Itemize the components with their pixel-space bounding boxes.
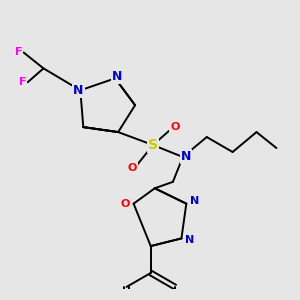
Text: N: N	[181, 151, 191, 164]
Text: O: O	[121, 199, 130, 209]
Text: O: O	[128, 163, 137, 173]
Text: N: N	[185, 236, 194, 245]
Text: F: F	[15, 47, 22, 58]
Text: N: N	[190, 196, 199, 206]
Text: F: F	[19, 77, 26, 87]
Text: S: S	[148, 138, 158, 152]
Text: N: N	[73, 84, 83, 97]
Text: O: O	[170, 122, 180, 132]
Text: N: N	[112, 70, 122, 83]
